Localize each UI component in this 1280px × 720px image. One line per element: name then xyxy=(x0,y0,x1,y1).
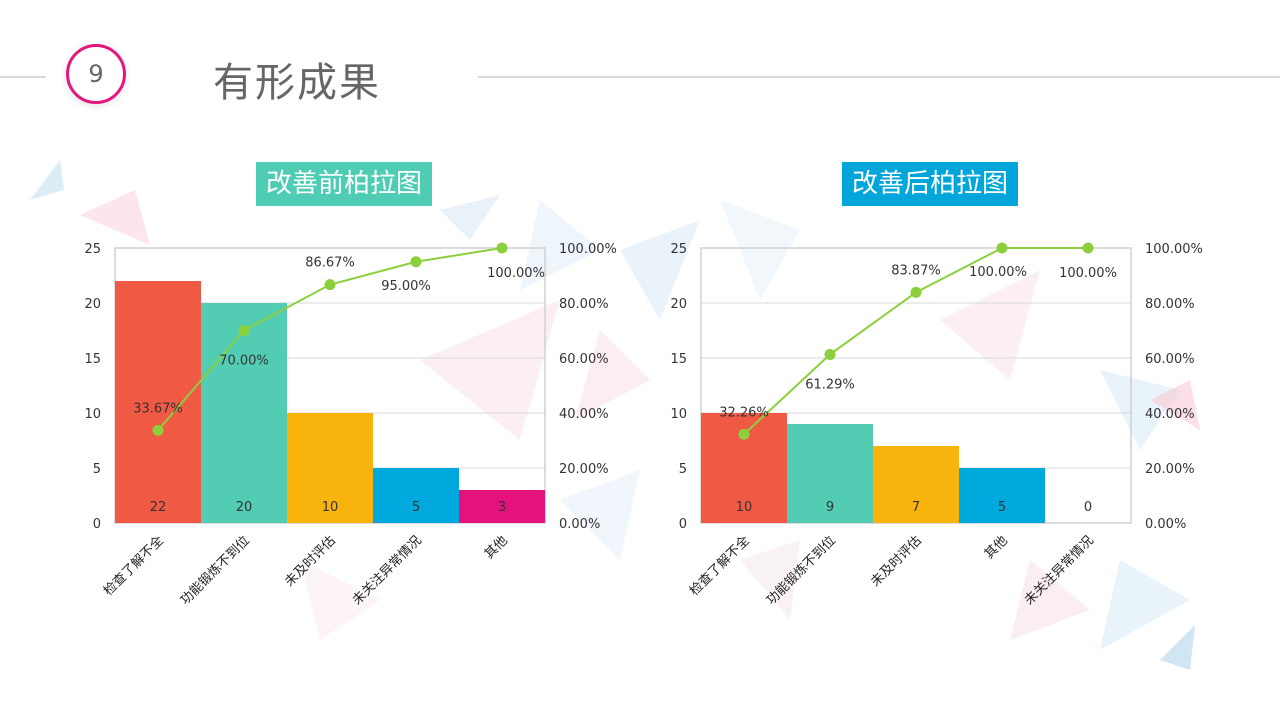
bg-triangle xyxy=(440,195,500,240)
cumulative-point-label: 86.67% xyxy=(305,256,355,271)
cumulative-point xyxy=(1082,242,1094,254)
cumulative-point-label: 100.00% xyxy=(1059,266,1117,281)
bg-triangle xyxy=(575,330,650,420)
bar-5 xyxy=(459,490,545,523)
bg-triangle xyxy=(720,200,800,300)
bar-4 xyxy=(959,468,1045,523)
y-left-tick-label: 0 xyxy=(679,517,687,532)
bar-value-label: 5 xyxy=(412,500,420,515)
y-left-tick-label: 25 xyxy=(84,242,101,257)
cumulative-point-label: 70.00% xyxy=(219,354,269,369)
bg-triangle xyxy=(1100,370,1180,450)
bg-triangle xyxy=(1100,560,1190,650)
bar-value-label: 20 xyxy=(236,500,253,515)
x-category-label: 功能锻炼不到位 xyxy=(764,533,839,608)
bar-value-label: 0 xyxy=(1084,500,1092,515)
cumulative-point-label: 33.67% xyxy=(133,401,183,416)
y-left-tick-label: 5 xyxy=(93,462,101,477)
cumulative-point xyxy=(824,348,836,360)
page-title: 有形成果 xyxy=(213,60,381,106)
y-right-tick-label: 80.00% xyxy=(1145,297,1195,312)
chart-title-after: 改善后柏拉图 xyxy=(842,162,1019,206)
y-right-tick-label: 100.00% xyxy=(559,242,617,257)
bar-value-label: 10 xyxy=(736,500,753,515)
pareto-chart-before: 22 20 10 5 3 0 5 10 15 20 25 0.00% 20.00% 40.00% 60.00… xyxy=(84,242,617,608)
pareto-chart-after: 10 9 7 5 0 0 5 10 15 20 25 0.00% 20.00% 40.00% 60.00% 8… xyxy=(670,242,1203,608)
y-left-tick-label: 15 xyxy=(670,352,687,367)
y-left-tick-label: 0 xyxy=(93,517,101,532)
header-divider-left xyxy=(0,76,46,78)
bar-3 xyxy=(873,446,959,523)
y-right-tick-label: 0.00% xyxy=(1145,517,1186,532)
bg-triangle xyxy=(300,560,380,640)
cumulative-point-label: 32.26% xyxy=(719,405,769,420)
bg-triangle xyxy=(1150,380,1200,430)
cumulative-point-label: 95.00% xyxy=(381,279,431,294)
x-category-label: 检查了解不全 xyxy=(686,533,752,599)
x-category-label: 未关注异常情况 xyxy=(350,533,425,608)
bg-triangle xyxy=(1010,560,1090,640)
y-right-tick-label: 20.00% xyxy=(559,462,609,477)
bar-2 xyxy=(201,303,287,523)
cumulative-point xyxy=(496,242,508,254)
cumulative-point-label: 100.00% xyxy=(487,266,545,281)
bg-triangle xyxy=(80,190,150,245)
y-right-tick-label: 0.00% xyxy=(559,517,600,532)
cumulative-point xyxy=(738,428,750,440)
bar-value-label: 10 xyxy=(322,500,339,515)
x-category-label: 其他 xyxy=(982,533,1011,562)
cumulative-point xyxy=(238,325,250,336)
y-left-tick-label: 20 xyxy=(670,297,687,312)
cumulative-point xyxy=(152,424,164,436)
bar-value-label: 3 xyxy=(498,500,506,515)
bar-value-label: 7 xyxy=(912,500,920,515)
y-right-tick-label: 40.00% xyxy=(559,407,609,422)
x-category-label: 功能锻炼不到位 xyxy=(178,533,253,608)
bar-3 xyxy=(287,413,373,523)
bg-triangle xyxy=(520,200,600,290)
page-number-badge: 9 xyxy=(66,44,126,104)
x-category-label: 未及时评估 xyxy=(282,533,339,590)
bar-value-label: 5 xyxy=(998,500,1006,515)
cumulative-point xyxy=(910,286,922,298)
x-category-label: 未及时评估 xyxy=(868,533,925,590)
cumulative-point xyxy=(410,256,422,268)
y-left-tick-label: 15 xyxy=(84,352,101,367)
cumulative-point-label: 61.29% xyxy=(805,377,855,392)
bar-value-label: 9 xyxy=(826,500,834,515)
cumulative-point-label: 100.00% xyxy=(969,265,1027,280)
x-category-label: 未关注异常情况 xyxy=(1022,533,1097,608)
cumulative-point-label: 83.87% xyxy=(891,263,941,278)
chart-title-before: 改善前柏拉图 xyxy=(256,162,433,206)
y-left-tick-label: 5 xyxy=(679,462,687,477)
y-right-tick-label: 100.00% xyxy=(1145,242,1203,257)
y-left-tick-label: 20 xyxy=(84,297,101,312)
x-category-label: 其他 xyxy=(482,533,511,562)
bar-1 xyxy=(115,281,201,523)
bg-triangle xyxy=(420,300,560,440)
bar-2 xyxy=(787,424,873,523)
bg-triangle xyxy=(560,470,640,560)
bg-triangle xyxy=(1160,625,1195,670)
y-left-tick-label: 25 xyxy=(670,242,687,257)
cumulative-point xyxy=(996,242,1008,254)
y-right-tick-label: 60.00% xyxy=(559,352,609,367)
cumulative-point xyxy=(324,279,336,291)
bg-triangle xyxy=(940,270,1040,380)
header-divider-right xyxy=(478,76,1280,78)
y-right-tick-label: 20.00% xyxy=(1145,462,1195,477)
bg-triangle xyxy=(740,540,800,620)
y-right-tick-label: 60.00% xyxy=(1145,352,1195,367)
bg-triangle xyxy=(620,220,700,320)
bg-triangle xyxy=(30,160,64,200)
page-number: 9 xyxy=(88,60,104,88)
bar-value-label: 22 xyxy=(150,500,167,515)
bar-4 xyxy=(373,468,459,523)
x-category-label: 检查了解不全 xyxy=(100,533,166,599)
y-right-tick-label: 40.00% xyxy=(1145,407,1195,422)
y-left-tick-label: 10 xyxy=(670,407,687,422)
y-left-tick-label: 10 xyxy=(84,407,101,422)
y-right-tick-label: 80.00% xyxy=(559,297,609,312)
